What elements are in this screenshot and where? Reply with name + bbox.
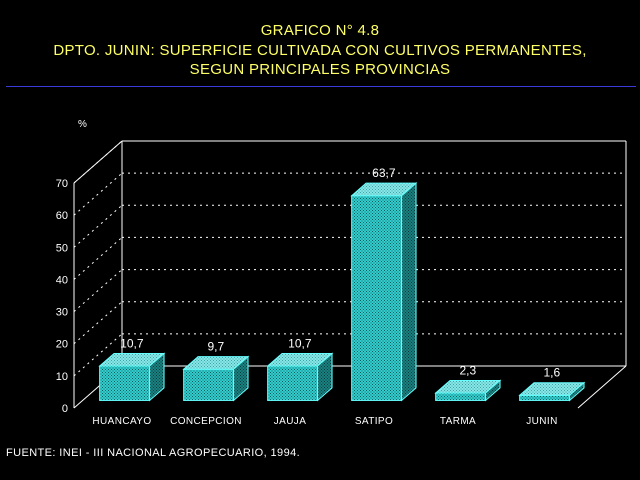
y-gridline-side	[73, 140, 123, 184]
y-tick-label: 10	[56, 371, 68, 383]
y-tick-label: 40	[56, 274, 68, 286]
x-category-label: JUNIN	[526, 416, 557, 427]
y-tick-label: 60	[56, 210, 68, 222]
chart-title: GRAFICO N° 4.8	[260, 22, 380, 39]
y-tick-label: 70	[56, 178, 68, 190]
y-gridline-side	[73, 269, 123, 312]
x-category-label: TARMA	[440, 416, 476, 427]
y-gridline-side	[73, 301, 123, 345]
y-gridline-side	[73, 204, 123, 248]
y-tick-label: 30	[56, 307, 68, 319]
bar-side	[569, 381, 585, 402]
source-note: FUENTE: INEI - III NACIONAL AGROPECUARIO…	[6, 447, 301, 459]
x-category-label: SATIPO	[355, 416, 393, 427]
title-divider	[6, 86, 636, 87]
y-gridline-side	[73, 237, 123, 280]
y-tick-label: 50	[56, 242, 68, 254]
chart-subtitle: DPTO. JUNIN: SUPERFICIE CULTIVADA CON CU…	[53, 42, 587, 59]
bar-side	[233, 355, 249, 402]
bar-chart: 0 10 20 30 40 50 60 70% 10,7 HUANCAYO 9,7 CONCEPCI…	[56, 119, 627, 427]
bar-side	[149, 352, 165, 402]
bar-front	[99, 365, 151, 401]
bar-value-label: 2,3	[459, 363, 476, 377]
bar-value-label: 63,7	[372, 166, 396, 180]
bar-front	[519, 394, 571, 401]
bar-value-label: 9,7	[207, 340, 224, 354]
y-tick-label: 20	[56, 339, 68, 351]
bar-side	[485, 379, 501, 402]
x-category-label: JAUJA	[274, 416, 307, 427]
bar-value-label: 10,7	[288, 336, 312, 350]
bar-side	[401, 181, 417, 402]
bar-front	[183, 368, 235, 401]
y-tick-label: 0	[62, 403, 68, 415]
bar-value-label: 1,6	[543, 366, 560, 380]
floor-right-edge	[577, 365, 627, 409]
bar-front	[351, 195, 403, 401]
chart-subtitle-continued: SEGUN PRINCIPALES PROVINCIAS	[189, 61, 451, 78]
y-axis-unit-label: %	[78, 119, 87, 130]
bar-front	[435, 392, 487, 401]
bar-front	[267, 365, 319, 401]
x-category-label: CONCEPCION	[170, 416, 242, 427]
bar-value-label: 10,7	[120, 336, 144, 350]
y-gridline-side	[73, 333, 123, 377]
bar-side	[317, 352, 333, 402]
x-category-label: HUANCAYO	[92, 416, 151, 427]
y-gridline-side	[73, 172, 123, 216]
